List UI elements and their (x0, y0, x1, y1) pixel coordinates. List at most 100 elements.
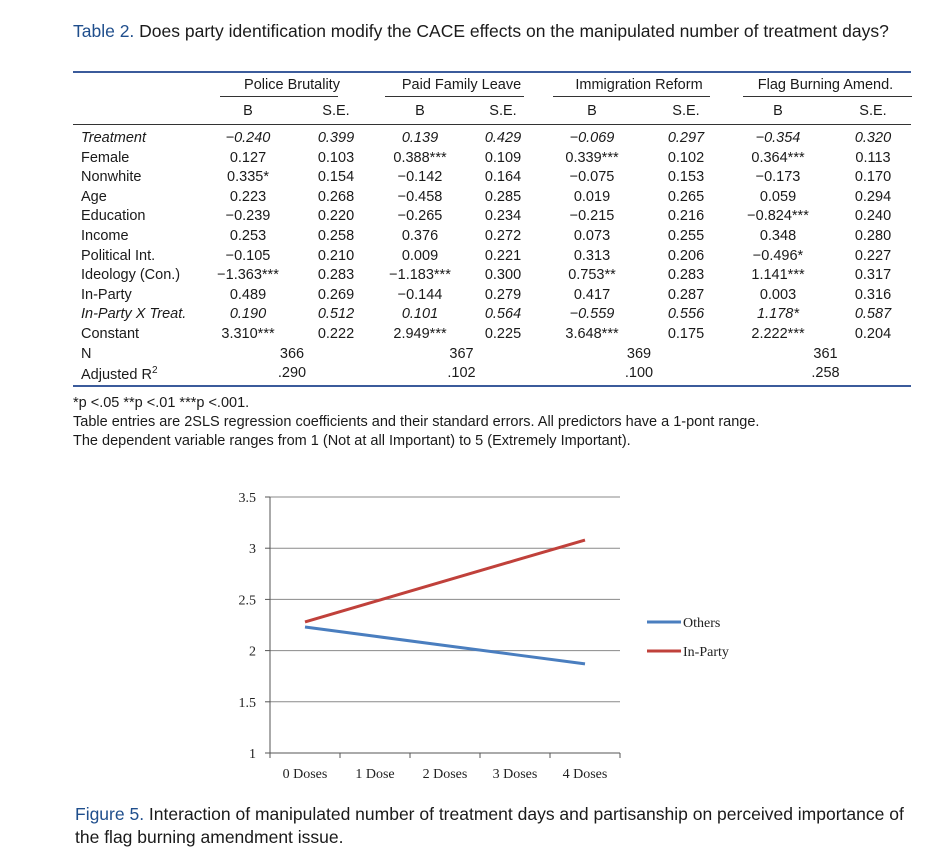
table-cell: 0.753** (568, 267, 616, 284)
table-cell: 0.153 (667, 169, 705, 186)
table-cell: 0.225 (484, 326, 522, 342)
column-group-rule (553, 96, 710, 97)
table-cell: −0.105 (225, 247, 271, 264)
legend-label: In-Party (683, 645, 729, 660)
table-cell: 0.240 (854, 208, 892, 225)
table-cell: 0.320 (854, 130, 892, 146)
column-group-rule (743, 96, 912, 97)
column-group-rule (385, 96, 524, 97)
row-label: Education (81, 208, 146, 225)
table-cell: 1.178* (757, 306, 799, 323)
table-cell: 0.220 (317, 208, 355, 225)
table-cell: 0.313 (573, 247, 611, 264)
table-cell: 0.204 (854, 326, 892, 342)
table-cell: −0.265 (397, 208, 443, 225)
table-cell: 0.190 (229, 306, 267, 323)
table-cell: 2.949*** (393, 326, 447, 342)
table-cell: 0.287 (667, 286, 705, 303)
row-label: Female (81, 149, 130, 166)
table-cell: 0.489 (229, 286, 267, 303)
y-tick-label: 3 (249, 542, 256, 557)
table-cell: 0.258 (317, 228, 355, 244)
table-cell: 3.648*** (565, 326, 619, 342)
table-note: The dependent variable ranges from 1 (No… (73, 433, 631, 449)
table-cell: −0.142 (397, 169, 443, 186)
table-cell: 0.222 (317, 326, 355, 342)
table-cell: −0.239 (225, 208, 271, 225)
table-cell: 0.206 (667, 247, 705, 264)
table-cell: 0.283 (317, 267, 355, 284)
table-cell: 0.253 (229, 228, 267, 244)
row-label: In-Party (81, 286, 132, 303)
table-cell: 0.376 (401, 228, 439, 244)
figure-caption-label: Figure 5. (75, 804, 145, 824)
x-tick-label: 1 Dose (355, 767, 394, 782)
table-caption: Table 2. Does party identification modif… (73, 20, 918, 43)
table-bottom-rule (73, 385, 911, 387)
y-tick-label: 2 (249, 645, 256, 660)
r2-value: .100 (624, 365, 654, 382)
table-cell: −0.458 (397, 188, 443, 205)
column-header: S.E. (859, 103, 887, 119)
column-header: S.E. (489, 103, 517, 119)
table-cell: 0.019 (573, 188, 611, 205)
table-cell: 0.210 (317, 247, 355, 264)
column-header: B (243, 103, 253, 119)
row-label: Income (81, 228, 129, 244)
n-value: 369 (626, 345, 652, 362)
row-label-adjusted-r2: Adjusted R2 (81, 365, 158, 383)
y-tick-label: 1.5 (239, 696, 257, 711)
column-header: B (587, 103, 597, 119)
table-cell: 0.564 (484, 306, 522, 323)
table-cell: 0.102 (667, 149, 705, 166)
table-cell: 0.348 (759, 228, 797, 244)
table-cell: 0.300 (484, 267, 522, 284)
column-header: S.E. (672, 103, 700, 119)
r2-value: .258 (811, 365, 840, 382)
header-rule (73, 124, 911, 125)
row-label: Treatment (81, 130, 147, 146)
y-tick-label: 3.5 (239, 491, 257, 506)
table-cell: 0.073 (573, 228, 611, 244)
table-cell: 0.268 (317, 188, 355, 205)
table-cell: 0.227 (854, 247, 892, 264)
table-cell: 0.388*** (393, 149, 447, 166)
table-cell: −0.215 (569, 208, 615, 225)
x-tick-label: 3 Doses (493, 767, 538, 782)
table-cell: 0.317 (854, 267, 892, 284)
table-caption-label: Table 2. (73, 21, 135, 41)
table-cell: 0.587 (854, 306, 892, 323)
table-cell: −0.075 (569, 169, 615, 186)
table-cell: 0.127 (229, 149, 267, 166)
table-cell: 0.399 (317, 130, 355, 146)
row-label: In-Party X Treat. (81, 306, 187, 323)
table-cell: 0.223 (229, 188, 267, 205)
table-cell: 0.556 (667, 306, 705, 323)
column-header: B (773, 103, 783, 119)
table-caption-text: Does party identification modify the CAC… (134, 21, 889, 41)
table-cell: −0.173 (755, 169, 801, 186)
x-tick-label: 4 Doses (563, 767, 608, 782)
y-tick-label: 2.5 (239, 593, 257, 608)
table-cell: 0.003 (759, 286, 797, 303)
table-cell: 0.417 (573, 286, 611, 303)
table-cell: −0.069 (569, 130, 615, 146)
column-group-header: Police Brutality (244, 77, 340, 93)
column-group-header: Flag Burning Amend. (757, 77, 894, 93)
table-note: Table entries are 2SLS regression coeffi… (73, 414, 760, 430)
table-cell: 1.141*** (751, 267, 805, 284)
table-cell: −0.496* (752, 247, 804, 264)
table-cell: 0.512 (317, 306, 355, 323)
row-label: Age (81, 188, 107, 205)
column-group-header: Immigration Reform (575, 77, 703, 93)
table-cell: −0.559 (569, 306, 615, 323)
table-cell: 0.221 (484, 247, 522, 264)
table-cell: 0.113 (855, 149, 891, 166)
figure-caption-text: Interaction of manipulated number of tre… (75, 804, 904, 847)
table-cell: 0.279 (484, 286, 522, 303)
table-cell: 0.280 (854, 228, 892, 244)
table-cell: 0.283 (667, 267, 705, 284)
column-group-header: Paid Family Leave (401, 77, 522, 93)
table-cell: 0.216 (667, 208, 705, 225)
y-tick-label: 1 (249, 747, 256, 762)
